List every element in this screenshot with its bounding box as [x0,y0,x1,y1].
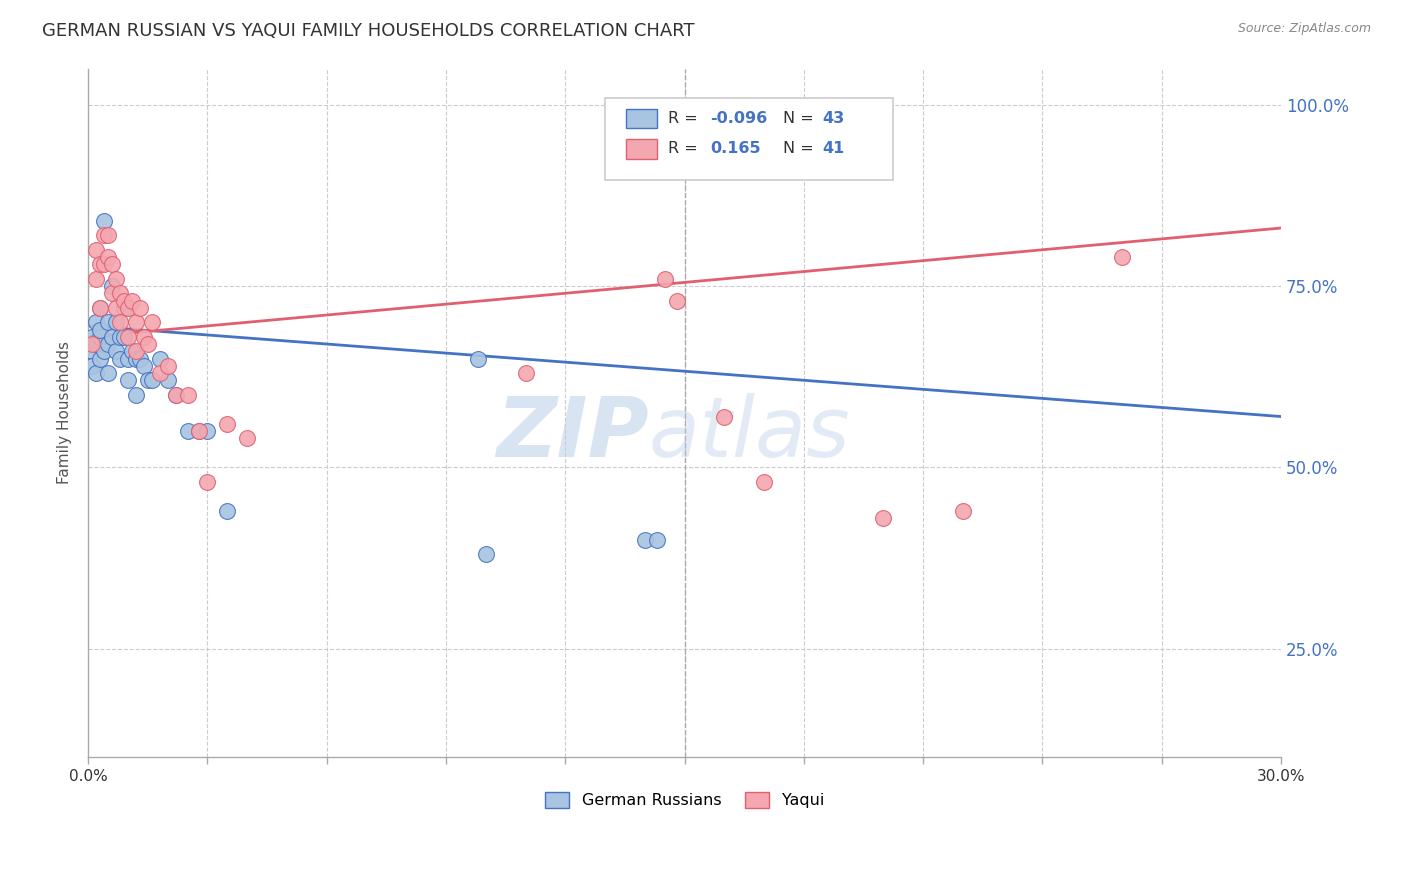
Point [236,431,259,445]
Point [84,366,107,380]
Text: 41: 41 [823,142,845,156]
Point [136,373,159,387]
Point [121,293,143,308]
Point [125,388,148,402]
Text: atlas: atlas [648,393,851,474]
Point [188,424,211,438]
Point [101,279,124,293]
Text: N =: N = [783,142,820,156]
Point [1111,250,1133,264]
Point [149,366,172,380]
Point [141,315,163,329]
Text: -0.096: -0.096 [710,112,768,126]
Text: 43: 43 [823,112,845,126]
Point [217,504,239,518]
Point [872,511,894,525]
Point [156,373,179,387]
Point [104,301,127,315]
Point [108,330,131,344]
Point [84,315,107,329]
Text: 0.165: 0.165 [710,142,761,156]
Point [117,301,139,315]
Point [752,475,775,489]
Point [117,330,139,344]
Point [97,366,120,380]
Point [93,214,115,228]
Legend: German Russians, Yaqui: German Russians, Yaqui [538,785,831,814]
Point [93,344,115,359]
Point [89,351,111,366]
Point [474,547,496,561]
Text: ZIP: ZIP [496,393,648,474]
Point [515,366,537,380]
Point [97,250,120,264]
Point [101,286,124,301]
Point [217,417,239,431]
Point [188,424,211,438]
Point [82,330,104,344]
Point [89,322,111,336]
Point [165,388,187,402]
Point [104,315,127,329]
Text: R =: R = [668,142,707,156]
Point [89,301,111,315]
Point [82,359,104,373]
Point [634,533,657,547]
Point [128,301,150,315]
Point [952,504,974,518]
Point [165,388,187,402]
Point [117,351,139,366]
Point [93,257,115,271]
Point [128,351,150,366]
Point [104,344,127,359]
Point [101,330,124,344]
Point [645,533,668,547]
Point [84,337,107,351]
Point [176,424,198,438]
Point [97,228,120,243]
Point [467,351,489,366]
Point [149,351,172,366]
Point [97,315,120,329]
Point [141,373,163,387]
Point [82,337,104,351]
Point [108,315,131,329]
Point [665,293,688,308]
Point [156,359,179,373]
Point [176,388,198,402]
Point [117,373,139,387]
Point [125,351,148,366]
Text: R =: R = [668,112,703,126]
Point [197,424,219,438]
Point [136,337,159,351]
Point [104,272,127,286]
Point [132,359,155,373]
Point [125,344,148,359]
Point [84,272,107,286]
Point [89,257,111,271]
Point [89,301,111,315]
Point [93,228,115,243]
Point [121,344,143,359]
Point [125,315,148,329]
Point [112,293,135,308]
Point [89,330,111,344]
Point [197,475,219,489]
Point [132,330,155,344]
Point [112,301,135,315]
Point [654,272,676,286]
Text: Source: ZipAtlas.com: Source: ZipAtlas.com [1237,22,1371,36]
Point [97,337,120,351]
Point [112,330,135,344]
Point [108,351,131,366]
Point [101,257,124,271]
Point [82,344,104,359]
Point [84,243,107,257]
Point [108,286,131,301]
Point [713,409,735,424]
Text: N =: N = [783,112,820,126]
Y-axis label: Family Households: Family Households [58,342,72,484]
Text: GERMAN RUSSIAN VS YAQUI FAMILY HOUSEHOLDS CORRELATION CHART: GERMAN RUSSIAN VS YAQUI FAMILY HOUSEHOLD… [42,22,695,40]
